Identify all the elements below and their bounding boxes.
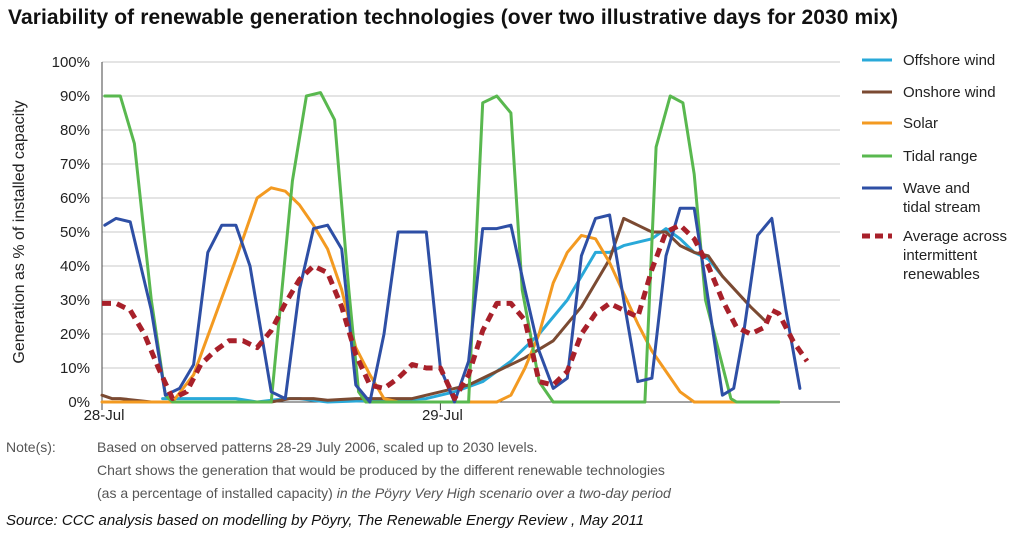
y-tick-label: 40% — [60, 258, 90, 275]
y-axis-label: Generation as % of installed capacity — [11, 100, 28, 363]
y-tick-label: 90% — [60, 88, 90, 105]
chart-title: Variability of renewable generation tech… — [8, 6, 899, 29]
y-tick-label: 0% — [68, 394, 90, 411]
legend-label: renewables — [903, 266, 980, 283]
notes-line-3-italic: in the Pöyry Very High scenario over a t… — [336, 485, 671, 501]
x-tick-label: 28-Jul — [84, 407, 125, 424]
series-lines — [100, 91, 810, 404]
y-tick-label: 60% — [60, 190, 90, 207]
legend-label: Average across — [903, 228, 1007, 245]
legend-label: Tidal range — [903, 148, 978, 165]
y-tick-label: 80% — [60, 122, 90, 139]
axes: 0% 10% 20% 30% 40% 50% 60% 70% 80% 90% 100% 28-Jul 2… — [52, 54, 840, 424]
notes-line-1: Based on observed patterns 28-29 July 20… — [97, 439, 538, 455]
source-note: Source: CCC analysis based on modelling … — [6, 512, 645, 529]
y-tick-label: 10% — [60, 360, 90, 377]
y-tick-label: 50% — [60, 224, 90, 241]
legend-label: Offshore wind — [903, 52, 995, 69]
notes-line-3-plain: (as a percentage of installed capacity) — [97, 485, 333, 501]
notes-line-3: (as a percentage of installed capacity) … — [97, 482, 877, 505]
series-line-3 — [103, 91, 781, 404]
legend-label: intermittent — [903, 247, 978, 264]
series-line-5 — [102, 222, 810, 402]
legend: Offshore wind Onshore wind Solar Tidal rang… — [862, 52, 1007, 283]
legend-label: tidal stream — [903, 199, 981, 216]
legend-label: Onshore wind — [903, 84, 996, 101]
notes-line-2: Chart shows the generation that would be… — [97, 462, 665, 478]
y-tick-label: 30% — [60, 292, 90, 309]
legend-label: Solar — [903, 115, 938, 132]
x-tick-label: 29-Jul — [422, 407, 463, 424]
y-tick-label: 20% — [60, 326, 90, 343]
y-tick-label: 100% — [52, 54, 90, 71]
series-line-1 — [100, 216, 767, 404]
series-line-4 — [103, 206, 802, 404]
y-tick-label: 70% — [60, 156, 90, 173]
legend-label: Wave and — [903, 180, 970, 197]
notes-label: Note(s): — [6, 439, 56, 455]
